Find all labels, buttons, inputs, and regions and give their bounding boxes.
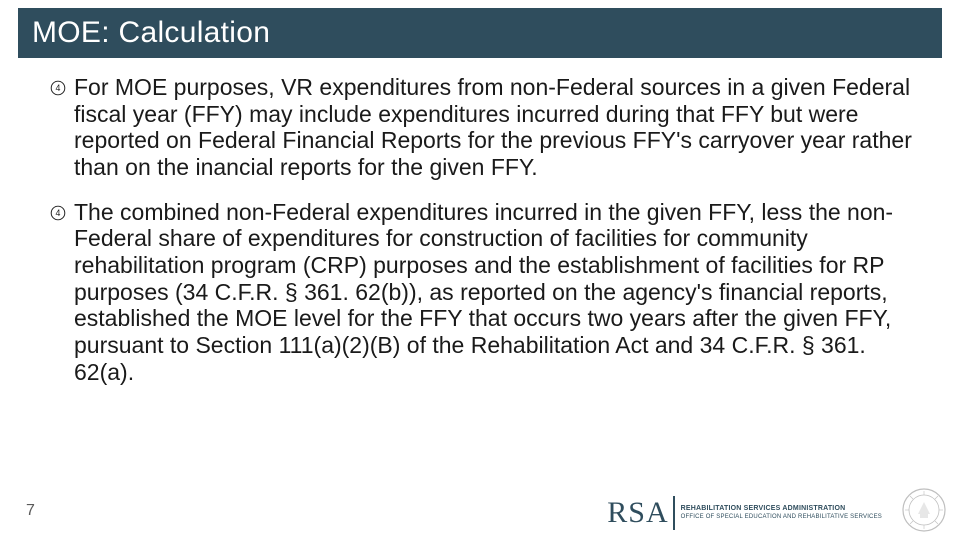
svg-text:4: 4	[56, 83, 61, 93]
bullet-item: 4 For MOE purposes, VR expenditures from…	[50, 74, 930, 181]
logo-line1: REHABILITATION SERVICES ADMINISTRATION	[681, 505, 882, 513]
title-bar: MOE: Calculation	[18, 8, 942, 58]
slide-title: MOE: Calculation	[32, 16, 270, 50]
seal-icon	[902, 488, 946, 532]
bullet-item: 4 The combined non-Federal expenditures …	[50, 199, 930, 386]
logo-line2: OFFICE OF SPECIAL EDUCATION AND REHABILI…	[681, 514, 882, 521]
logo-full-text: REHABILITATION SERVICES ADMINISTRATION O…	[681, 505, 882, 521]
logo-divider	[673, 496, 675, 530]
circled-four-icon: 4	[50, 201, 66, 229]
footer: 7 RSA REHABILITATION SERVICES ADMINISTRA…	[0, 484, 960, 540]
circled-four-icon: 4	[50, 76, 66, 104]
bullet-text: The combined non-Federal expenditures in…	[74, 199, 930, 386]
bullet-text: For MOE purposes, VR expenditures from n…	[74, 74, 930, 181]
svg-text:4: 4	[56, 208, 61, 218]
slide: MOE: Calculation 4 For MOE purposes, VR …	[0, 0, 960, 540]
slide-body: 4 For MOE purposes, VR expenditures from…	[50, 74, 930, 403]
logo-abbrev: RSA	[607, 496, 668, 530]
page-number: 7	[26, 502, 35, 520]
logo-block: RSA REHABILITATION SERVICES ADMINISTRATI…	[607, 496, 882, 530]
